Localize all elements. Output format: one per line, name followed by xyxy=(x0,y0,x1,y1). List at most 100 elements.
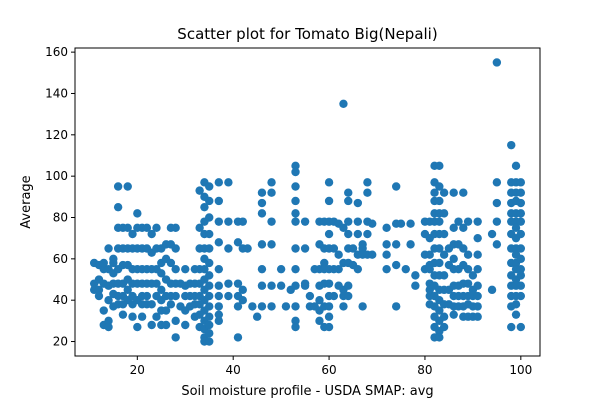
data-point xyxy=(459,244,468,253)
y-tick-label: 60 xyxy=(53,252,68,266)
x-tick-label: 60 xyxy=(321,363,336,377)
data-point xyxy=(281,302,291,311)
data-point xyxy=(171,244,180,253)
data-point xyxy=(291,244,300,253)
data-point xyxy=(257,302,267,311)
data-point xyxy=(435,244,444,253)
data-point xyxy=(492,58,502,67)
data-point xyxy=(492,240,502,249)
y-axis-label: Average xyxy=(19,175,34,228)
data-point xyxy=(205,337,214,346)
data-point xyxy=(233,333,243,342)
data-point xyxy=(200,202,209,212)
data-point xyxy=(382,240,391,249)
data-point xyxy=(205,312,214,321)
data-point xyxy=(473,281,482,290)
data-point xyxy=(516,244,526,253)
data-point xyxy=(291,281,300,290)
data-point xyxy=(516,209,526,218)
y-tick-label: 80 xyxy=(53,211,68,225)
data-point xyxy=(507,322,516,332)
data-point xyxy=(214,217,224,226)
data-point xyxy=(473,302,482,311)
data-point xyxy=(516,217,526,226)
data-point xyxy=(473,233,482,243)
data-point xyxy=(128,312,137,321)
data-point xyxy=(147,300,156,309)
data-point xyxy=(516,229,526,239)
data-point xyxy=(157,285,166,295)
data-point xyxy=(99,258,108,268)
data-point xyxy=(267,188,276,197)
data-point xyxy=(473,217,482,226)
y-tick-label: 120 xyxy=(45,128,68,142)
data-point xyxy=(205,291,214,301)
data-point xyxy=(435,196,444,206)
data-point xyxy=(257,264,267,274)
data-point xyxy=(344,291,353,301)
data-point xyxy=(300,217,310,226)
data-point xyxy=(439,250,449,259)
data-point xyxy=(391,182,401,191)
data-point xyxy=(291,161,300,171)
data-point xyxy=(152,223,161,233)
data-point xyxy=(214,291,224,301)
data-point xyxy=(152,312,161,321)
data-point xyxy=(463,250,473,259)
data-point xyxy=(171,264,180,274)
data-point xyxy=(406,219,415,228)
data-point xyxy=(205,196,214,206)
data-point xyxy=(171,223,180,233)
plot-frame xyxy=(74,47,541,357)
data-point xyxy=(435,217,444,226)
data-point xyxy=(368,219,377,228)
data-point xyxy=(411,271,420,280)
data-point xyxy=(238,217,247,226)
data-point xyxy=(205,213,214,222)
data-point xyxy=(214,238,224,247)
data-point xyxy=(205,258,214,268)
data-point xyxy=(257,240,267,249)
data-point xyxy=(128,229,137,239)
data-point xyxy=(439,229,449,239)
data-point xyxy=(257,281,267,290)
data-point xyxy=(300,281,310,290)
data-point xyxy=(516,291,526,301)
x-tick-label: 20 xyxy=(130,363,145,377)
data-point xyxy=(382,264,391,274)
data-point xyxy=(401,264,410,274)
data-point xyxy=(257,198,267,208)
data-point xyxy=(267,281,276,290)
data-point xyxy=(123,223,132,233)
data-point xyxy=(334,250,343,259)
data-point xyxy=(368,250,377,259)
data-point xyxy=(99,306,108,315)
data-point xyxy=(157,269,166,278)
data-point xyxy=(205,320,214,330)
data-point xyxy=(205,302,214,311)
data-point xyxy=(257,209,267,218)
data-point xyxy=(435,306,444,315)
data-point xyxy=(459,188,468,197)
data-point xyxy=(267,302,276,311)
data-point xyxy=(324,178,334,187)
data-point xyxy=(492,178,502,187)
data-point xyxy=(396,219,406,228)
data-point xyxy=(435,258,444,268)
data-point xyxy=(214,316,224,326)
data-point xyxy=(214,264,224,274)
data-point xyxy=(411,281,420,290)
data-point xyxy=(205,329,214,338)
y-tick-label: 100 xyxy=(45,169,68,183)
data-point xyxy=(353,229,363,239)
data-point xyxy=(123,182,132,191)
data-point xyxy=(267,217,276,226)
data-point xyxy=(334,264,343,274)
data-point xyxy=(104,316,113,326)
data-point xyxy=(291,264,300,274)
data-point xyxy=(353,217,363,226)
data-point xyxy=(94,291,104,301)
data-point xyxy=(353,198,363,208)
data-point xyxy=(252,312,262,321)
